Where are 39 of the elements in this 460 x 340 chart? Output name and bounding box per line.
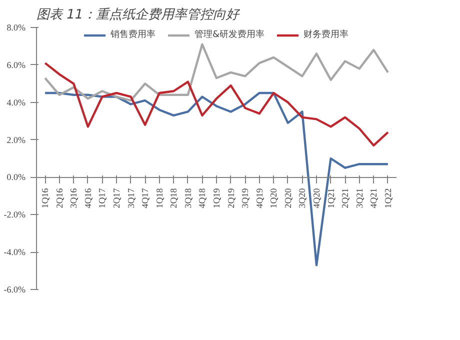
chart-title: 图表 11：重点纸企费用率管控向好 [36,6,242,22]
x-tick-label: 3Q19 [240,188,250,208]
legend-label: 财务费用率 [304,28,349,41]
y-tick-label: -2.0% [4,210,26,220]
x-tick-label: 3Q18 [182,188,193,208]
x-tick-label: 4Q19 [254,188,264,208]
line-series [44,62,390,146]
x-tick-label: 3Q17 [126,188,136,208]
y-tick-label: 6.0% [6,60,26,70]
x-tick-label: 3Q16 [68,188,79,208]
x-tick-label: 1Q20 [268,188,279,208]
x-tick-label: 1Q22 [382,188,393,208]
x-tick-label: 2Q18 [168,188,179,208]
x-tick-label: 4Q21 [368,188,379,208]
x-tick-label: 2Q21 [340,188,350,208]
legend-label: 销售费用率 [110,28,156,41]
x-tick-label: 3Q21 [354,188,364,208]
y-tick-label: 8.0% [6,22,26,32]
line-series [44,43,390,102]
y-tick-label: 2.0% [6,134,26,145]
y-tick-label: 4.0% [6,97,26,108]
x-tick-label: 2Q16 [54,188,64,208]
x-tick-label: 1Q19 [212,188,222,208]
x-tick-label: 4Q16 [82,188,93,208]
x-tick-label: 4Q20 [312,188,322,208]
x-tick-label: 4Q17 [140,188,150,208]
x-tick-label: 3Q20 [297,188,308,208]
x-tick-label: 4Q18 [197,188,208,208]
x-tick-label: 1Q21 [326,188,336,208]
y-tick-label: 0.0% [6,172,26,182]
x-tick-label: 1Q17 [97,188,108,208]
x-tick-label: 2Q17 [112,188,122,208]
x-tick-label: 2Q20 [282,188,293,208]
x-tick-label: 1Q16 [40,188,50,208]
x-tick-label: 2Q19 [226,188,236,208]
y-tick-label: -6.0% [4,284,26,294]
x-tick-label: 1Q18 [154,188,164,208]
y-tick-label: -4.0% [4,247,26,258]
legend-label: 管理&研发费用率 [194,28,265,41]
